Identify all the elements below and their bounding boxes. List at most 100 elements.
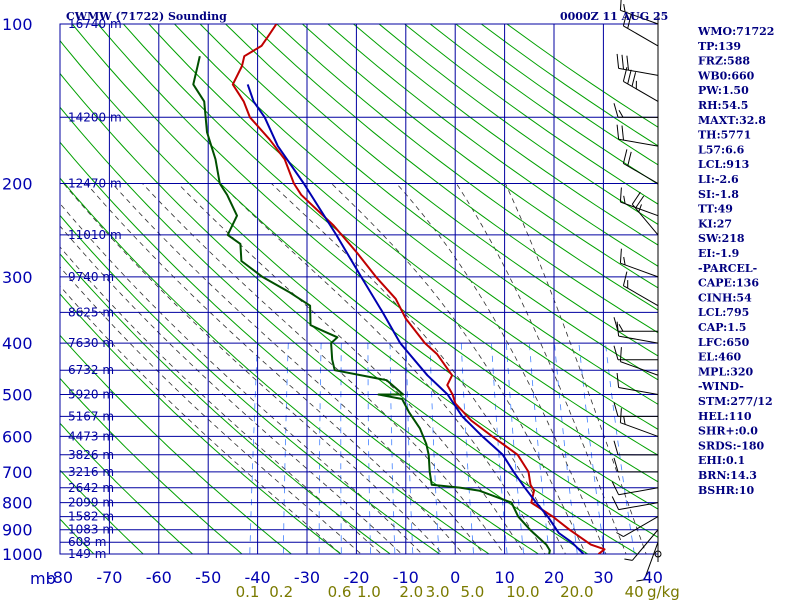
wind-barb-staff <box>631 529 659 561</box>
mixing-ratio-line <box>318 343 322 554</box>
dry-adiabat-line <box>97 24 658 483</box>
dry-adiabat-line <box>0 24 5 565</box>
wind-barb-flag <box>619 347 622 362</box>
height-label: 6732 m <box>68 363 114 377</box>
wind-barb-flag <box>627 69 632 85</box>
index-value: LI:-2.6 <box>698 173 739 186</box>
wind-barb-flag <box>613 440 619 455</box>
dry-adiabat-line <box>60 106 589 554</box>
wind-barb-flag <box>613 457 619 473</box>
mixing-ratio-line <box>405 343 414 554</box>
mixing-ratio-line <box>491 343 508 554</box>
index-value: EL:460 <box>698 351 741 364</box>
index-value: TT:49 <box>698 203 733 216</box>
wind-barb-staff <box>623 25 659 47</box>
mixing-ratio-unit-label: g/kg <box>647 583 680 600</box>
height-label: 11010 m <box>68 228 122 242</box>
mixing-ratio-line <box>460 343 475 554</box>
pressure-tick-label: 300 <box>2 268 33 287</box>
wind-barb-flag <box>622 11 628 27</box>
height-label: 14200 m <box>68 110 122 124</box>
dry-adiabat-line <box>60 141 540 554</box>
pressure-tick-label: 400 <box>2 334 33 353</box>
temperature-tick-label: 0 <box>450 568 460 587</box>
dry-adiabat-line <box>276 24 658 311</box>
height-label: 8625 m <box>68 305 114 319</box>
mixing-ratio-label: 20.0 <box>560 583 593 600</box>
wind-barb-staff <box>618 487 659 496</box>
index-value: KI:27 <box>698 217 732 230</box>
height-label: 1083 m <box>68 523 114 537</box>
wind-barb-flag <box>623 256 626 265</box>
moist-adiabat-line <box>220 183 546 554</box>
moist-adiabat-line <box>396 183 607 554</box>
mixing-ratio-line <box>605 343 635 554</box>
index-value: FRZ:588 <box>698 55 750 68</box>
moist-adiabat-line <box>60 266 362 554</box>
height-label: 9740 m <box>68 270 114 284</box>
index-value: -WIND- <box>698 380 744 393</box>
wind-barb-staff <box>618 387 659 395</box>
wind-barb-flag <box>613 317 619 332</box>
wind-barb-flag <box>618 110 624 118</box>
wind-barb-flag <box>616 372 620 388</box>
wind-barb-flag <box>616 124 620 140</box>
height-label: 5167 m <box>68 409 114 423</box>
wind-barb-flag <box>616 53 620 69</box>
index-value: CINH:54 <box>698 291 752 304</box>
dry-adiabat-line <box>60 177 490 554</box>
index-value: CAPE:136 <box>698 277 759 290</box>
wind-barb-flag <box>627 14 632 29</box>
chart-title-left: CWMW (71722) Sounding <box>66 10 227 23</box>
mixing-ratio-line <box>429 343 440 554</box>
wind-barb-flag <box>611 481 620 495</box>
pressure-tick-label: 600 <box>2 427 33 446</box>
height-label: 12470 m <box>68 177 122 191</box>
wind-barb-staff <box>623 516 659 538</box>
index-value: BSHR:10 <box>698 484 754 497</box>
height-label: 5920 m <box>68 388 114 402</box>
pressure-tick-label: 200 <box>2 175 33 194</box>
wind-barb-flag <box>623 4 626 13</box>
height-label: 7630 m <box>68 336 114 350</box>
wind-barb-flag <box>623 416 626 425</box>
index-value: CAP:1.5 <box>698 321 746 334</box>
pressure-tick-label: 900 <box>2 521 33 540</box>
wind-barb-flag <box>626 55 629 71</box>
wind-barb-staff <box>620 201 659 217</box>
height-label: 4473 m <box>68 429 114 443</box>
index-value: TH:5771 <box>698 129 751 142</box>
index-value: MPL:320 <box>698 365 754 378</box>
index-value: RH:54.5 <box>698 99 748 112</box>
wind-barb-staff <box>618 138 659 147</box>
wind-barb-staff <box>618 335 659 344</box>
moist-adiabat-line <box>60 202 423 554</box>
mixing-ratio-label: 3.0 <box>426 583 450 600</box>
wind-barb-flag <box>627 151 632 167</box>
wind-barb-flag <box>613 345 619 360</box>
dry-adiabat-line <box>71 24 658 510</box>
dry-adiabat-line <box>250 24 658 334</box>
wind-barb-flag <box>621 54 624 70</box>
height-label: 16740 m <box>68 17 122 31</box>
moist-adiabat-line <box>456 183 627 554</box>
moist-adiabat-line <box>142 183 505 554</box>
temperature-tick-label: -80 <box>47 568 73 587</box>
mixing-ratio-line <box>529 343 550 554</box>
index-value: WB0:660 <box>697 69 755 82</box>
height-label: 1582 m <box>68 510 114 524</box>
moist-adiabat-line <box>60 246 382 554</box>
mixing-ratio-line <box>578 343 606 554</box>
wind-barb-flag <box>624 558 633 561</box>
wind-barb-flag <box>621 125 624 141</box>
temperature-tick-label: -60 <box>146 568 172 587</box>
mixing-ratio-label: 0.6 <box>328 583 352 600</box>
wind-barb-staff <box>620 422 659 437</box>
wind-barb-flag <box>613 402 619 417</box>
pressure-tick-label: 800 <box>2 494 33 513</box>
moist-adiabat-line <box>112 183 485 554</box>
height-label: 2099 m <box>68 496 114 510</box>
wind-barb-flag <box>611 496 620 510</box>
wind-barb-staff <box>643 542 659 580</box>
